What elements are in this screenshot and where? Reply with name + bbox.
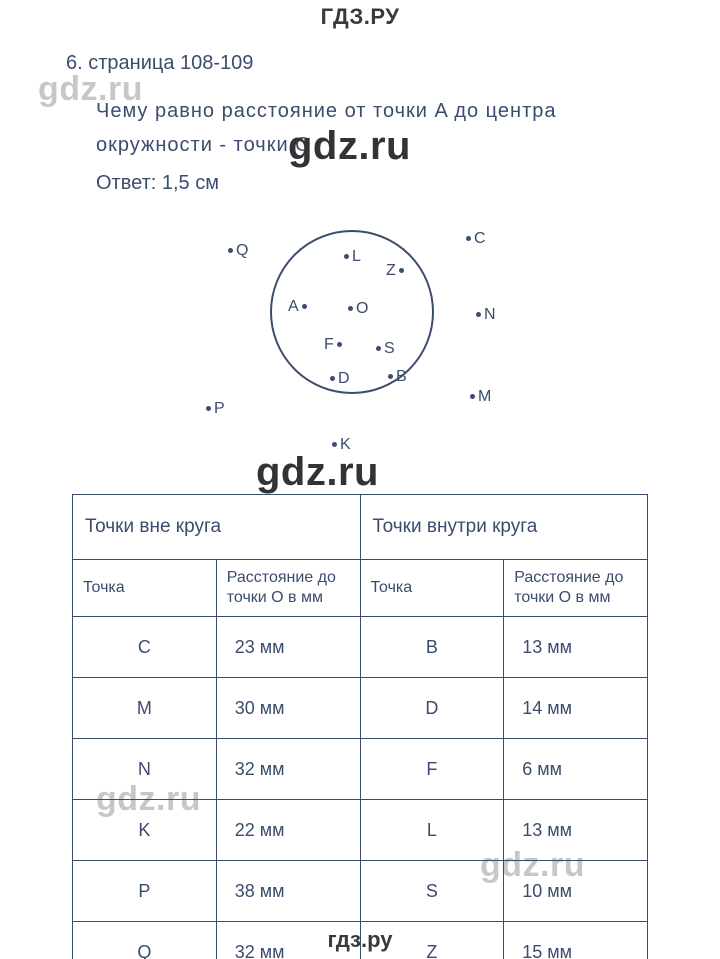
group-header-outside: Точки вне круга bbox=[73, 495, 361, 560]
question-line-2: окружности - точки O bbox=[96, 134, 312, 157]
point-B: B bbox=[388, 368, 407, 386]
point-F: F bbox=[324, 336, 345, 354]
point-P: P bbox=[206, 400, 225, 418]
cell-distance: 32 мм bbox=[216, 739, 360, 800]
col-header-point: Точка bbox=[360, 560, 504, 617]
cell-distance: 22 мм bbox=[216, 800, 360, 861]
answer-line: Ответ: 1,5 см bbox=[96, 172, 219, 195]
group-header-inside: Точки внутри круга bbox=[360, 495, 648, 560]
point-O: O bbox=[348, 300, 368, 318]
point-label: L bbox=[352, 248, 361, 265]
col-header-distance: Расстояние до точки O в мм bbox=[216, 560, 360, 617]
point-D: D bbox=[330, 370, 350, 388]
point-label: S bbox=[384, 340, 395, 357]
point-label: Z bbox=[386, 262, 396, 279]
col-header-point: Точка bbox=[73, 560, 217, 617]
point-label: C bbox=[474, 230, 486, 247]
cell-point: S bbox=[360, 861, 504, 922]
cell-point: D bbox=[360, 678, 504, 739]
point-label: K bbox=[340, 436, 351, 453]
point-C: C bbox=[466, 230, 486, 248]
table-row: K 22 мм L 13 мм bbox=[73, 800, 648, 861]
cell-point: C bbox=[73, 617, 217, 678]
cell-distance: 13 мм bbox=[504, 800, 648, 861]
cell-point: K bbox=[73, 800, 217, 861]
point-label: M bbox=[478, 388, 491, 405]
cell-point: N bbox=[73, 739, 217, 800]
point-label: A bbox=[288, 298, 299, 315]
point-label: P bbox=[214, 400, 225, 417]
cell-distance: 13 мм bbox=[504, 617, 648, 678]
point-label: F bbox=[324, 336, 334, 353]
point-M: M bbox=[470, 388, 491, 406]
point-L: L bbox=[344, 248, 361, 266]
point-label: N bbox=[484, 306, 496, 323]
point-S: S bbox=[376, 340, 395, 358]
point-label: Q bbox=[236, 242, 248, 259]
point-Z: Z bbox=[386, 262, 407, 280]
site-footer: гдз.ру bbox=[0, 927, 720, 953]
table-row: C 23 мм B 13 мм bbox=[73, 617, 648, 678]
point-K: K bbox=[332, 436, 351, 454]
cell-point: F bbox=[360, 739, 504, 800]
cell-point: L bbox=[360, 800, 504, 861]
cell-distance: 14 мм bbox=[504, 678, 648, 739]
point-label: B bbox=[396, 368, 407, 385]
cell-distance: 23 мм bbox=[216, 617, 360, 678]
cell-distance: 10 мм bbox=[504, 861, 648, 922]
cell-distance: 38 мм bbox=[216, 861, 360, 922]
point-A: A bbox=[288, 298, 310, 316]
cell-point: B bbox=[360, 617, 504, 678]
cell-distance: 6 мм bbox=[504, 739, 648, 800]
circle-diagram: Q C N M P K L Z A O F S D B bbox=[140, 210, 580, 460]
distance-table: Точки вне круга Точки внутри круга Точка… bbox=[72, 494, 648, 959]
table-row: P 38 мм S 10 мм bbox=[73, 861, 648, 922]
point-label: D bbox=[338, 370, 350, 387]
table-row: N 32 мм F 6 мм bbox=[73, 739, 648, 800]
point-N: N bbox=[476, 306, 496, 324]
exercise-heading: 6. страница 108-109 bbox=[66, 52, 253, 75]
cell-point: P bbox=[73, 861, 217, 922]
cell-point: M bbox=[73, 678, 217, 739]
site-header: ГДЗ.РУ bbox=[0, 4, 720, 30]
cell-distance: 30 мм bbox=[216, 678, 360, 739]
question-line-1: Чему равно расстояние от точки A до цент… bbox=[96, 100, 556, 123]
point-Q: Q bbox=[228, 242, 248, 260]
point-label: O bbox=[356, 300, 368, 317]
col-header-distance: Расстояние до точки O в мм bbox=[504, 560, 648, 617]
table-row: M 30 мм D 14 мм bbox=[73, 678, 648, 739]
page: ГДЗ.РУ 6. страница 108-109 Чему равно ра… bbox=[0, 0, 720, 959]
